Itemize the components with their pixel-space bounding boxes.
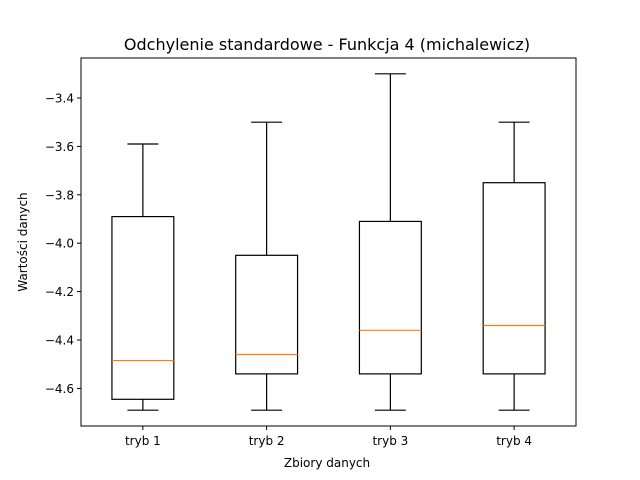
chart-title: Odchylenie standardowe - Funkcja 4 (mich… xyxy=(124,35,530,54)
y-tick-label: −3.6 xyxy=(45,140,74,154)
x-tick-label: tryb 1 xyxy=(125,434,161,448)
box-iqr xyxy=(482,182,546,375)
x-tick-label: tryb 2 xyxy=(249,434,285,448)
x-tick-label: tryb 3 xyxy=(372,434,408,448)
plot-area: tryb 1 tryb 2 tryb 3 tryb 4 −4.6 −4.4 −4.2 −4.0… xyxy=(45,57,577,448)
y-axis-label: Wartości danych xyxy=(16,192,30,291)
box-iqr xyxy=(235,254,299,375)
y-tick-label: −3.8 xyxy=(45,188,74,202)
x-axis-label: Zbiory danych xyxy=(284,456,370,470)
box-iqr xyxy=(358,220,422,375)
box-iqr xyxy=(111,215,175,400)
y-tick-label: −4.4 xyxy=(45,334,74,348)
axes-frame xyxy=(80,57,577,427)
y-tick-label: −4.2 xyxy=(45,285,74,299)
y-tick-label: −4.0 xyxy=(45,237,74,251)
y-tick-label: −3.4 xyxy=(45,92,74,106)
x-tick-label: tryb 4 xyxy=(496,434,532,448)
y-tick-label: −4.6 xyxy=(45,382,74,396)
